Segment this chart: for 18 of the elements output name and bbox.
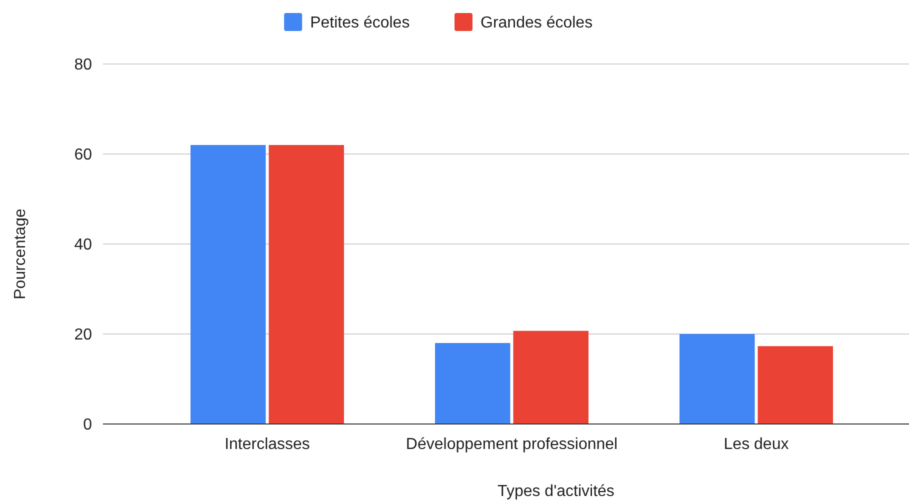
legend-label: Petites écoles	[310, 14, 410, 32]
x-axis-title: Types d'activités	[498, 483, 614, 500]
y-tick-label: 80	[74, 56, 92, 74]
y-tick-label: 20	[74, 326, 92, 344]
bar	[435, 343, 510, 424]
bar	[268, 145, 344, 424]
bar	[680, 334, 755, 424]
legend-label: Grandes écoles	[480, 14, 593, 32]
x-tick-label: Les deux	[724, 436, 789, 453]
x-tick-label: Développement professionnel	[406, 436, 618, 453]
bar	[758, 346, 833, 424]
x-tick-label: Interclasses	[224, 436, 310, 453]
y-tick-label: 0	[83, 416, 92, 434]
bar	[190, 145, 266, 424]
bar	[513, 330, 588, 424]
y-tick-label: 40	[74, 236, 92, 254]
y-tick-label: 60	[74, 146, 92, 164]
y-axis-title: Pourcentage	[12, 208, 29, 300]
